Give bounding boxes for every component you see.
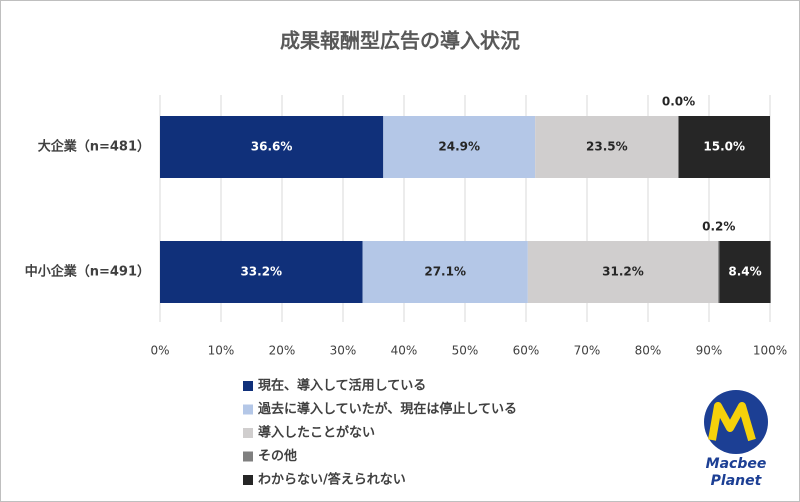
logo-mark (708, 402, 756, 442)
x-tick-label: 80% (635, 344, 662, 358)
bar-segment (527, 241, 719, 303)
legend-swatch (243, 428, 253, 438)
x-tick-label: 30% (330, 344, 357, 358)
x-tick-label: 20% (269, 344, 296, 358)
y-tick-label: 大企業（n=481） (38, 139, 150, 155)
bar-segment (719, 241, 771, 303)
value-label: 0.2% (702, 220, 735, 234)
value-label: 33.2% (240, 265, 282, 279)
x-tick-label: 10% (208, 344, 235, 358)
value-label: 36.6% (251, 140, 293, 154)
legend-swatch (243, 381, 253, 391)
x-tick-label: 70% (574, 344, 601, 358)
legend-label: 現在、導入して活用している (258, 378, 426, 394)
y-tick-label: 中小企業（n=491） (25, 264, 150, 280)
legend-swatch (243, 404, 253, 415)
value-label: 24.9% (438, 140, 480, 154)
legend-label: 過去に導入していたが、現在は停止している (257, 401, 517, 417)
value-label: 31.2% (602, 265, 644, 279)
bar-segment (535, 116, 679, 178)
logo-text: Macbee (706, 456, 767, 472)
x-tick-label: 50% (452, 344, 479, 358)
legend-swatch (243, 451, 253, 462)
legend-swatch (243, 475, 253, 485)
logo: Macbee Planet (704, 390, 768, 489)
legend-label: 導入したことがない (258, 425, 375, 441)
bar-segment (160, 241, 363, 303)
bar-segment (383, 116, 536, 178)
bar-segment (718, 241, 720, 303)
x-tick-label: 60% (513, 344, 540, 358)
x-tick-label: 0% (150, 344, 169, 358)
x-tick-label: 90% (696, 344, 723, 358)
legend-label: その他 (258, 448, 297, 464)
bar-segment (362, 241, 528, 303)
logo-text: Planet (711, 473, 763, 489)
value-label: 15.0% (703, 140, 745, 154)
bar-segment (678, 116, 770, 178)
value-label: 0.0% (662, 95, 695, 109)
value-label: 23.5% (586, 140, 628, 154)
x-tick-label: 40% (391, 344, 418, 358)
bar-segment (160, 116, 384, 178)
legend-label: わからない/答えられない (258, 472, 406, 488)
value-label: 8.4% (728, 265, 761, 279)
x-tick-label: 100% (753, 344, 787, 358)
value-label: 27.1% (424, 265, 466, 279)
chart-title: 成果報酬型広告の導入状況 (280, 29, 520, 53)
